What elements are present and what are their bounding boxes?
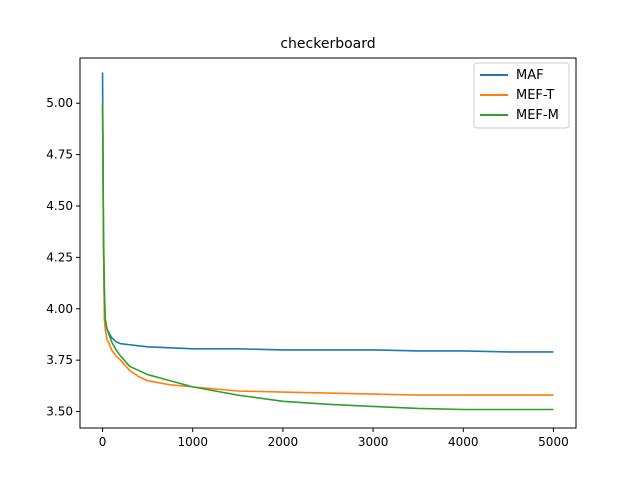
y-tick-label: 4.00 — [46, 302, 73, 316]
x-tick-label: 4000 — [448, 435, 479, 449]
y-tick-label: 4.25 — [46, 250, 73, 264]
y-tick-label: 3.50 — [46, 405, 73, 419]
series-line-mef-t — [101, 103, 554, 396]
legend-label: MAF — [516, 68, 544, 83]
y-tick-label: 4.75 — [46, 148, 73, 162]
legend-entries: MAF MEF-T MEF-M — [480, 68, 559, 123]
y-axis-ticks: 3.50 3.75 4.00 4.25 4.50 4.75 5.00 — [46, 96, 80, 419]
chart-title: checkerboard — [280, 36, 375, 52]
y-tick-label: 3.75 — [46, 353, 73, 367]
legend-label: MEF-M — [516, 108, 559, 123]
x-tick-label: 0 — [99, 435, 107, 449]
y-tick-label: 5.00 — [46, 96, 73, 110]
plot-frame — [79, 57, 577, 429]
series-layer — [101, 72, 554, 411]
y-tick-label: 4.50 — [46, 199, 73, 213]
legend-label: MEF-T — [516, 88, 554, 103]
x-tick-label: 1000 — [177, 435, 208, 449]
series-line-mef-m — [101, 103, 554, 411]
x-tick-label: 2000 — [268, 435, 299, 449]
legend: MAF MEF-T MEF-M — [473, 62, 570, 129]
x-tick-label: 5000 — [538, 435, 569, 449]
legend-box — [473, 62, 570, 129]
x-axis-ticks: 0 1000 2000 3000 4000 5000 — [99, 428, 569, 449]
x-tick-label: 3000 — [358, 435, 389, 449]
